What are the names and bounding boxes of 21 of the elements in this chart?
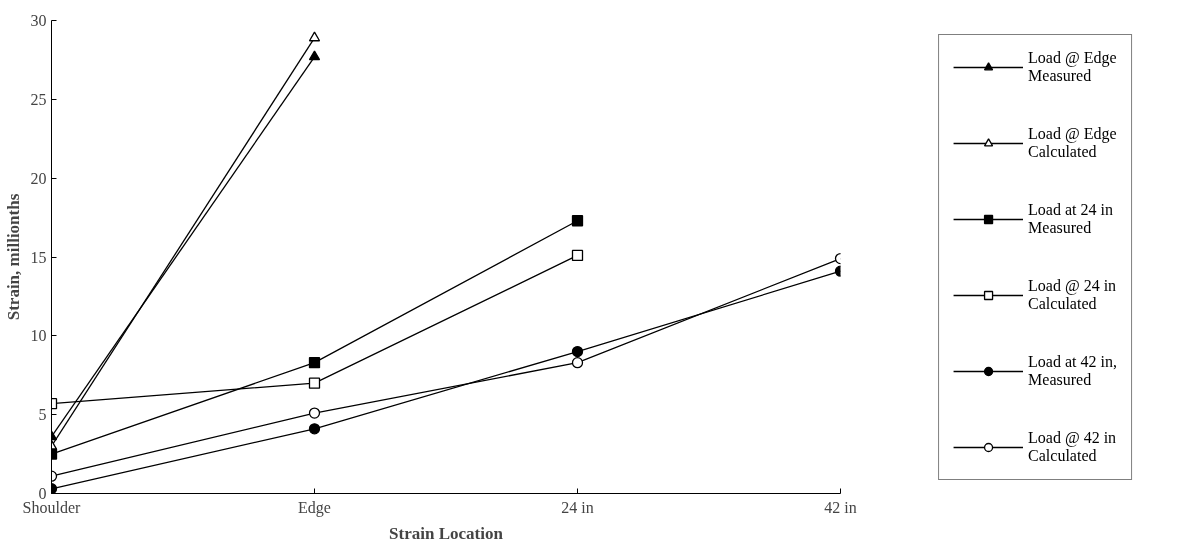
y-tick-label: 30 (30, 12, 47, 29)
legend-label: Load @ Edge Calculated (1028, 124, 1117, 161)
y-tick-label: 5 (38, 406, 47, 424)
x-tick-label: 24 in (561, 498, 594, 516)
point (308, 356, 321, 369)
point (571, 215, 584, 227)
y-tick-label: 15 (30, 248, 47, 266)
legend-label: Load @ 42 in Calculated (1028, 428, 1117, 465)
y-tick-label: 20 (30, 169, 47, 187)
y-tick-label: 25 (30, 90, 47, 108)
y-tick-label: 10 (30, 327, 47, 345)
legend-label: Load @ 24 in Calculated (1028, 276, 1117, 313)
x-axis-title: Strain Location (389, 523, 504, 543)
point (308, 377, 321, 389)
x-tick-label: 42 in (824, 498, 857, 516)
legend-label: Load at 24 in Measured (1028, 200, 1113, 237)
point (571, 249, 584, 262)
legend-label: Load @ Edge Measured (1028, 48, 1117, 85)
x-tick-label: Edge (298, 498, 331, 517)
y-axis-title: Strain, millionths (3, 193, 23, 321)
legend-label: Load at 42 in, Measured (1028, 352, 1117, 389)
